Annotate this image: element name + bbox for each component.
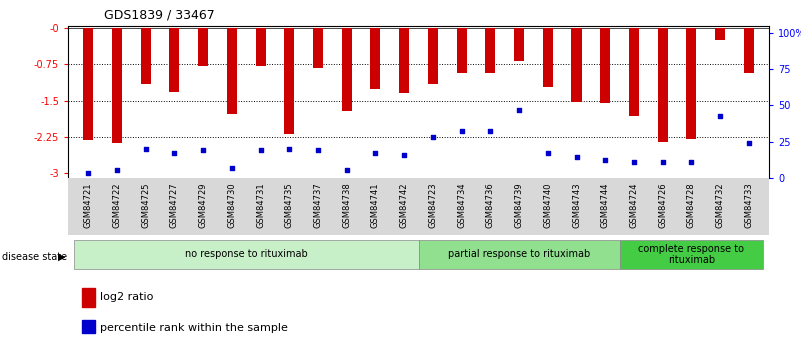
Bar: [485, 28, 495, 72]
Bar: [600, 28, 610, 103]
Bar: [428, 28, 438, 84]
Bar: [227, 28, 237, 114]
Point: [685, 159, 698, 165]
Point: [599, 158, 612, 163]
Point: [82, 170, 95, 176]
Text: GSM84742: GSM84742: [400, 182, 409, 228]
Text: GSM84744: GSM84744: [601, 182, 610, 228]
Bar: [629, 28, 639, 117]
Point: [513, 107, 525, 112]
Text: GSM84722: GSM84722: [112, 182, 122, 228]
Bar: [198, 28, 208, 66]
Text: GSM84724: GSM84724: [630, 182, 638, 228]
Text: ▶: ▶: [58, 252, 66, 262]
Text: GSM84733: GSM84733: [744, 182, 754, 228]
Text: GSM84738: GSM84738: [342, 182, 351, 228]
Text: GDS1839 / 33467: GDS1839 / 33467: [104, 9, 215, 22]
Text: GSM84736: GSM84736: [486, 182, 495, 228]
Text: GSM84721: GSM84721: [83, 182, 93, 228]
Text: GSM84741: GSM84741: [371, 182, 380, 228]
Text: complete response to
rituximab: complete response to rituximab: [638, 244, 744, 265]
Bar: [141, 28, 151, 84]
Text: GSM84740: GSM84740: [543, 182, 552, 228]
Text: GSM84725: GSM84725: [141, 182, 150, 228]
Point: [398, 152, 411, 157]
Text: GSM84728: GSM84728: [687, 182, 696, 228]
Point: [225, 165, 238, 170]
Text: GSM84732: GSM84732: [715, 182, 725, 228]
Point: [369, 150, 382, 156]
Point: [743, 140, 755, 146]
Point: [714, 113, 727, 118]
Bar: [83, 288, 95, 307]
Bar: [620, 240, 763, 269]
Text: GSM84731: GSM84731: [256, 182, 265, 228]
Bar: [370, 28, 380, 89]
Text: disease state: disease state: [2, 252, 67, 262]
Point: [254, 147, 267, 153]
Bar: [658, 28, 668, 141]
Bar: [284, 28, 294, 134]
Text: GSM84729: GSM84729: [199, 182, 207, 228]
Bar: [715, 28, 725, 40]
Text: partial response to rituximab: partial response to rituximab: [448, 249, 590, 259]
Bar: [169, 28, 179, 92]
Text: GSM84743: GSM84743: [572, 182, 581, 228]
Point: [426, 135, 439, 140]
Text: GSM84730: GSM84730: [227, 182, 236, 228]
Point: [197, 147, 210, 153]
Point: [541, 150, 554, 156]
Point: [111, 168, 123, 173]
Text: GSM84723: GSM84723: [429, 182, 437, 228]
Point: [570, 155, 583, 160]
Point: [627, 159, 640, 165]
Point: [340, 168, 353, 173]
Text: GSM84727: GSM84727: [170, 182, 179, 228]
Point: [283, 146, 296, 151]
Point: [168, 150, 181, 156]
Point: [139, 146, 152, 151]
Point: [455, 129, 468, 134]
Text: GSM84726: GSM84726: [658, 182, 667, 228]
Bar: [399, 28, 409, 93]
Text: no response to rituximab: no response to rituximab: [185, 249, 308, 259]
Bar: [74, 240, 419, 269]
Bar: [686, 28, 696, 139]
Text: GSM84739: GSM84739: [514, 182, 524, 228]
Bar: [744, 28, 754, 72]
Point: [656, 159, 669, 165]
Bar: [418, 240, 620, 269]
Bar: [112, 28, 122, 143]
Bar: [313, 28, 323, 68]
Text: percentile rank within the sample: percentile rank within the sample: [99, 323, 288, 333]
Bar: [543, 28, 553, 87]
Text: log2 ratio: log2 ratio: [99, 292, 153, 302]
Text: GSM84737: GSM84737: [313, 182, 323, 228]
Bar: [83, 320, 95, 333]
Bar: [514, 28, 524, 61]
Text: GSM84735: GSM84735: [285, 182, 294, 228]
Bar: [83, 28, 93, 140]
Point: [312, 147, 324, 153]
Bar: [571, 28, 582, 101]
Bar: [457, 28, 467, 72]
Point: [484, 129, 497, 134]
Bar: [342, 28, 352, 111]
Text: GSM84734: GSM84734: [457, 182, 466, 228]
Bar: [256, 28, 266, 66]
